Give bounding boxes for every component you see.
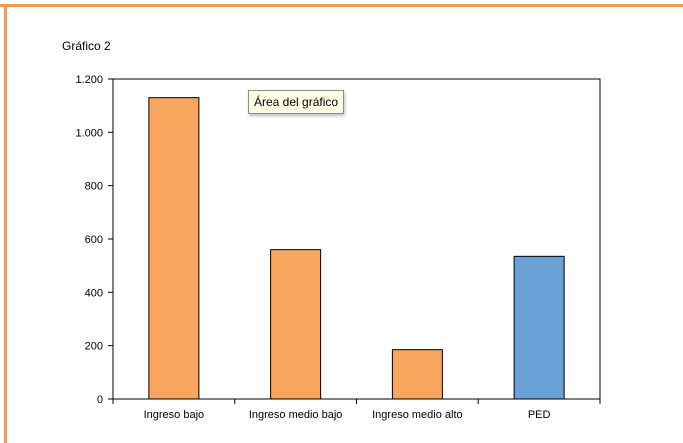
x-category-label: Ingreso medio alto <box>372 409 463 421</box>
bar-1[interactable] <box>148 97 200 400</box>
frame-border-top <box>0 4 683 7</box>
x-category-label: PED <box>528 409 551 421</box>
x-category-label: Ingreso medio bajo <box>249 409 343 421</box>
bar-2[interactable] <box>270 249 322 400</box>
chart-area-tooltip: Área del gráfico <box>248 90 345 114</box>
bar-4[interactable] <box>513 255 565 400</box>
y-tick-label: 200 <box>85 341 103 353</box>
plot-area[interactable]: 0 200 400 600 800 1.000 1.200 Ingreso bajo Ingre… <box>75 74 601 421</box>
y-tick-label: 400 <box>85 287 103 299</box>
y-tick-label: 0 <box>97 394 103 406</box>
y-tick-label: 1.200 <box>75 74 103 86</box>
y-tick-label: 800 <box>85 181 103 193</box>
frame-border-left <box>4 4 7 443</box>
y-tick-label: 1.000 <box>75 127 103 139</box>
y-tick-label: 600 <box>85 234 103 246</box>
x-category-label: Ingreso bajo <box>144 409 205 421</box>
bar-3[interactable] <box>391 349 443 400</box>
chart-title: Gráfico 2 <box>62 39 111 53</box>
